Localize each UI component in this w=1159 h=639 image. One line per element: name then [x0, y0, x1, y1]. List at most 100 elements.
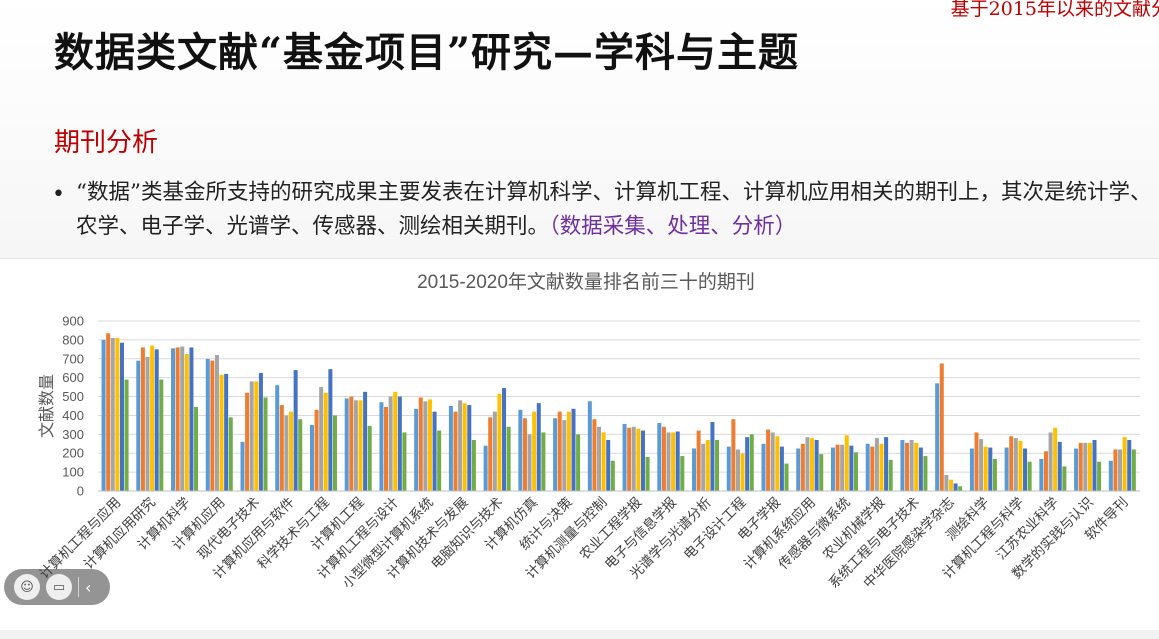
- bar: [840, 444, 845, 491]
- bar: [205, 358, 210, 491]
- bar: [992, 458, 997, 491]
- bar: [1009, 436, 1014, 491]
- bar: [1027, 461, 1032, 491]
- slide-title: 数据类文献“基金项目”研究—学科与主题: [54, 29, 800, 76]
- bar: [1057, 441, 1062, 491]
- bar: [258, 372, 263, 491]
- bar: [115, 338, 120, 491]
- bar: [497, 393, 502, 491]
- bar: [279, 405, 284, 491]
- bar: [740, 453, 745, 491]
- y-tick-label: 800: [62, 332, 84, 347]
- bar: [194, 406, 199, 491]
- bar: [309, 424, 314, 491]
- bar: [671, 432, 676, 491]
- bar: [483, 445, 488, 491]
- bar: [849, 445, 854, 491]
- bullet-highlight-text: （数据采集、处理、分析）: [549, 214, 797, 239]
- bar: [900, 440, 905, 491]
- bar: [958, 486, 963, 491]
- bar: [587, 401, 592, 491]
- bar: [731, 419, 736, 491]
- bar: [293, 370, 298, 491]
- bar: [606, 440, 611, 491]
- bar: [884, 437, 889, 491]
- bar: [427, 399, 432, 491]
- bar: [240, 441, 245, 491]
- bar: [506, 426, 511, 491]
- bar: [388, 396, 393, 491]
- bar: [289, 411, 294, 491]
- section-title: 期刊分析: [54, 128, 159, 158]
- bar: [918, 447, 923, 491]
- chevron-left-icon[interactable]: ‹: [85, 577, 92, 597]
- bar: [1113, 449, 1118, 491]
- bar: [154, 349, 159, 491]
- bar: [332, 415, 337, 491]
- bar: [180, 346, 185, 491]
- floating-toolbar: ☺ ▭ ‹: [4, 569, 110, 605]
- bar: [944, 474, 949, 491]
- bar: [1131, 449, 1136, 491]
- bar: [562, 420, 567, 491]
- bar: [610, 460, 615, 491]
- bullet-main-text: “数据”类基金所支持的研究成果主要发表在计算机科学、计算机工程、计算机应用相关的…: [76, 180, 1152, 239]
- corner-note: 基于2015年以来的文献分析: [950, 0, 1159, 20]
- bar: [1108, 460, 1113, 491]
- emoji-icon[interactable]: ☺: [14, 574, 40, 600]
- bar: [1083, 442, 1088, 491]
- y-tick-label: 300: [62, 427, 84, 442]
- comment-icon[interactable]: ▭: [46, 574, 72, 600]
- bar: [988, 447, 993, 491]
- bar: [661, 426, 666, 491]
- bar: [414, 408, 419, 491]
- bar: [488, 417, 493, 491]
- bar: [175, 347, 180, 491]
- bar: [761, 443, 766, 491]
- y-tick-label: 400: [62, 408, 84, 423]
- bar: [805, 437, 810, 491]
- bar: [140, 347, 145, 491]
- bar: [770, 432, 775, 491]
- bar: [254, 381, 259, 491]
- bar: [784, 463, 789, 491]
- bar: [402, 432, 407, 491]
- bar: [657, 423, 662, 491]
- y-tick-label: 200: [62, 446, 84, 461]
- bullet-text: “数据”类基金所支持的研究成果主要发表在计算机科学、计算机工程、计算机应用相关的…: [76, 176, 1156, 244]
- bar: [522, 418, 527, 491]
- bar: [219, 374, 224, 491]
- bar: [627, 427, 632, 491]
- bar: [467, 405, 472, 491]
- bullet-dot: •: [52, 182, 65, 207]
- bar: [1118, 449, 1123, 491]
- bar: [735, 449, 740, 491]
- bar: [1062, 466, 1067, 491]
- bar: [853, 452, 858, 491]
- bar: [518, 409, 523, 491]
- bar: [124, 379, 129, 491]
- bar: [796, 448, 801, 491]
- bar: [249, 381, 254, 491]
- bar: [566, 411, 571, 491]
- bar: [835, 444, 840, 491]
- bar: [532, 411, 537, 491]
- bar: [1048, 432, 1053, 491]
- bar: [675, 431, 680, 491]
- bar: [557, 411, 562, 491]
- bar: [1087, 442, 1092, 491]
- bar: [666, 432, 671, 491]
- bar: [814, 440, 819, 491]
- bar: [710, 422, 715, 491]
- bar: [1043, 451, 1048, 491]
- bar: [865, 443, 870, 491]
- bar: [323, 392, 328, 491]
- bar: [423, 401, 428, 491]
- bar: [844, 435, 849, 491]
- bar: [1053, 427, 1058, 491]
- bar: [979, 439, 984, 491]
- bar: [1039, 458, 1044, 491]
- bar: [228, 417, 233, 491]
- bar: [1092, 440, 1097, 491]
- bar: [1078, 442, 1083, 491]
